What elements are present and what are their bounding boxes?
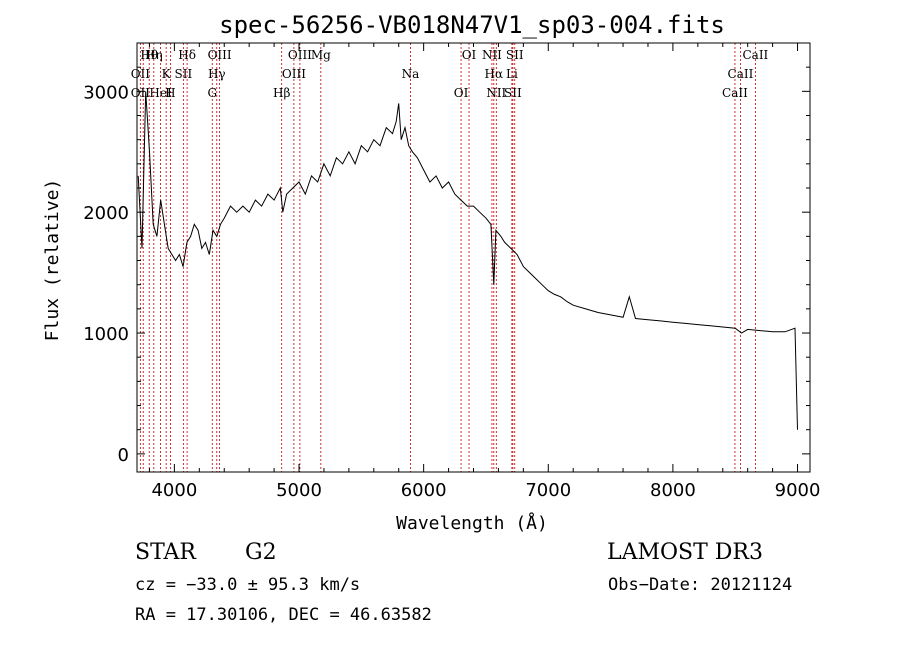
line-label-2: OII (131, 86, 151, 100)
line-label-0: Hθ (140, 48, 158, 62)
x-axis-label: Wavelength (Å) (396, 512, 548, 534)
line-label-18: OI (462, 48, 477, 62)
line-label-7: SII (175, 67, 193, 81)
object-type-label: STAR (135, 540, 197, 565)
x-tick-label-0: 4000 (151, 480, 197, 501)
subclass-label: G2 (245, 540, 277, 565)
line-label-24: SII (506, 48, 524, 62)
line-label-19: Hα (485, 67, 504, 81)
line-label-12: OIII (288, 48, 312, 62)
line-label-10: Hγ (208, 67, 226, 81)
x-tick-label-3: 7000 (525, 480, 571, 501)
ra-dec-label: RA = 17.30106, DEC = 46.63582 (135, 605, 432, 625)
line-label-22: Li (506, 67, 518, 81)
line-label-11: G (207, 86, 217, 100)
line-label-23: NII (486, 86, 506, 100)
y-axis-ticks: 0 1000 2000 3000 (83, 66, 810, 466)
y-tick-label-3: 3000 (83, 82, 129, 103)
line-label-4: K (162, 67, 172, 81)
line-label-26: CaII (722, 86, 748, 100)
line-label-20: SII (504, 86, 522, 100)
y-tick-label-2: 2000 (83, 203, 129, 224)
spectral-line-markers (139, 43, 756, 472)
line-label-13: OIII (282, 67, 306, 81)
x-tick-label-4: 8000 (650, 480, 696, 501)
plot-frame (136, 42, 811, 473)
line-label-15: Mg (311, 48, 331, 62)
line-label-16: Na (402, 67, 420, 81)
x-tick-label-1: 5000 (276, 480, 322, 501)
line-label-25: CaII (728, 67, 754, 81)
spectrum-series-line (137, 91, 798, 430)
line-label-14: Hβ (273, 86, 290, 100)
obs-date-label: Obs−Date: 20121124 (608, 575, 792, 595)
cz-label: cz = −33.0 ± 95.3 km/s (135, 575, 360, 595)
x-tick-label-2: 6000 (401, 480, 447, 501)
chart-title: spec-56256-VB018N47V1_sp03-004.fits (219, 11, 725, 39)
line-label-8: H (165, 86, 175, 100)
line-label-21: NII (482, 48, 502, 62)
line-label-9: OIII (208, 48, 232, 62)
y-tick-label-1: 1000 (83, 324, 129, 345)
line-label-3: Hη (145, 48, 163, 62)
line-label-1: OII (131, 67, 151, 81)
survey-label: LAMOST DR3 (607, 540, 763, 565)
spectral-line-labels: HθOIIOIIHηKHeIHδSIIHOIIIHγGOIIIOIIIHβMgN… (131, 48, 769, 100)
line-label-17: OI (454, 86, 469, 100)
x-axis-ticks: 4000 5000 6000 7000 8000 9000 (148, 43, 821, 501)
line-label-6: Hδ (178, 48, 196, 62)
line-label-27: CaII (742, 48, 768, 62)
y-axis-label: Flux (relative) (42, 179, 63, 342)
x-tick-label-5: 9000 (775, 480, 821, 501)
line-label-5: HeI (149, 86, 172, 100)
y-tick-label-0: 0 (118, 445, 129, 466)
